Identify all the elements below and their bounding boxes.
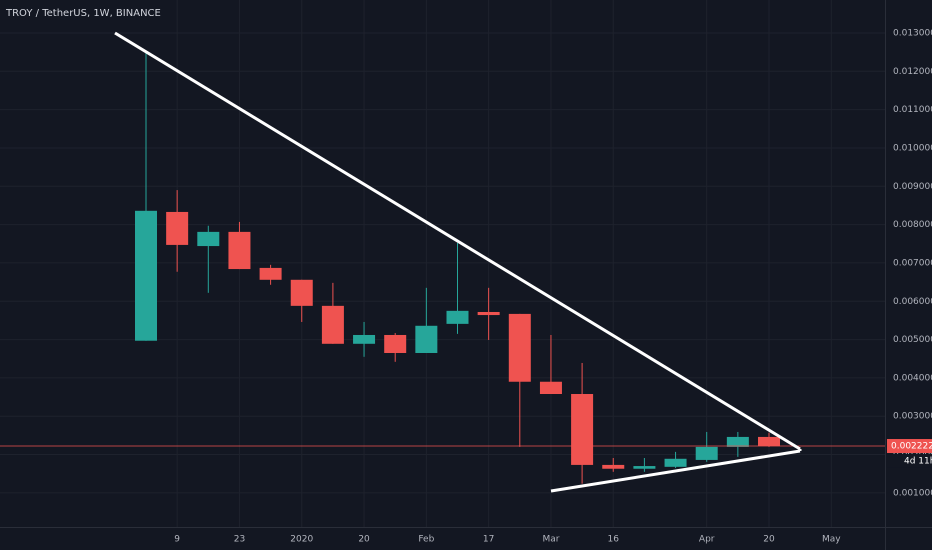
- chart-title: TROY / TetherUS, 1W, BINANCE: [5, 8, 161, 19]
- y-tick-label: 0.0090000: [893, 182, 932, 192]
- candle-body: [446, 310, 469, 324]
- candle-body: [539, 381, 562, 395]
- candle-body: [135, 210, 157, 341]
- x-tick-label: 20: [763, 535, 775, 545]
- last-price-label: 0.0022229: [891, 442, 932, 452]
- candle-body: [508, 313, 531, 382]
- x-tick-label: 23: [234, 535, 245, 545]
- y-tick-label: 0.0110000: [893, 105, 932, 115]
- candle-body: [602, 464, 625, 469]
- x-tick-label: 20: [358, 535, 370, 545]
- y-tick-label: 0.0040000: [893, 373, 932, 383]
- candle-body: [477, 311, 500, 316]
- y-tick-label: 0.0060000: [893, 297, 932, 307]
- x-tick-label: 2020: [290, 535, 313, 545]
- candle-body: [290, 279, 313, 306]
- y-tick-label: 0.0120000: [893, 67, 932, 77]
- x-tick-label: 16: [608, 535, 620, 545]
- candle-body: [758, 436, 780, 447]
- y-tick-label: 0.0130000: [893, 28, 932, 38]
- candle-body: [197, 231, 220, 247]
- x-tick-label: Mar: [542, 535, 559, 545]
- trend-line-upper: [114, 31, 801, 451]
- candle-body: [228, 231, 251, 270]
- candle-body: [259, 267, 282, 280]
- candles: [0, 52, 885, 484]
- y-tick-label: 0.0070000: [893, 258, 932, 268]
- candle-body: [384, 334, 407, 353]
- y-tick-label: 0.0030000: [893, 412, 932, 422]
- y-tick-label: 0.0010000: [893, 488, 932, 498]
- axis-labels: 0.00100000.00200000.00300000.00400000.00…: [174, 28, 932, 545]
- x-tick-label: 17: [483, 535, 494, 545]
- candle-body: [415, 325, 438, 353]
- candle-body: [726, 436, 749, 447]
- countdown-box: [887, 454, 932, 468]
- trend-line-lower: [550, 449, 801, 493]
- candle-body: [571, 394, 594, 465]
- candle-body: [664, 458, 687, 467]
- y-tick-label: 0.0050000: [893, 335, 932, 345]
- y-tick-label: 0.0080000: [893, 220, 932, 230]
- last-price-box: [887, 439, 932, 454]
- candle-body: [166, 211, 189, 245]
- x-tick-label: May: [822, 535, 841, 545]
- candle-body: [353, 334, 376, 344]
- candle-body: [321, 305, 344, 344]
- candle-body: [695, 446, 718, 460]
- candle-body: [633, 466, 656, 469]
- x-tick-label: Apr: [699, 535, 715, 545]
- x-tick-label: 9: [174, 535, 180, 545]
- countdown-label: 4d 11h: [904, 457, 932, 467]
- y-tick-label: 0.0100000: [893, 143, 932, 153]
- x-tick-label: Feb: [418, 535, 434, 545]
